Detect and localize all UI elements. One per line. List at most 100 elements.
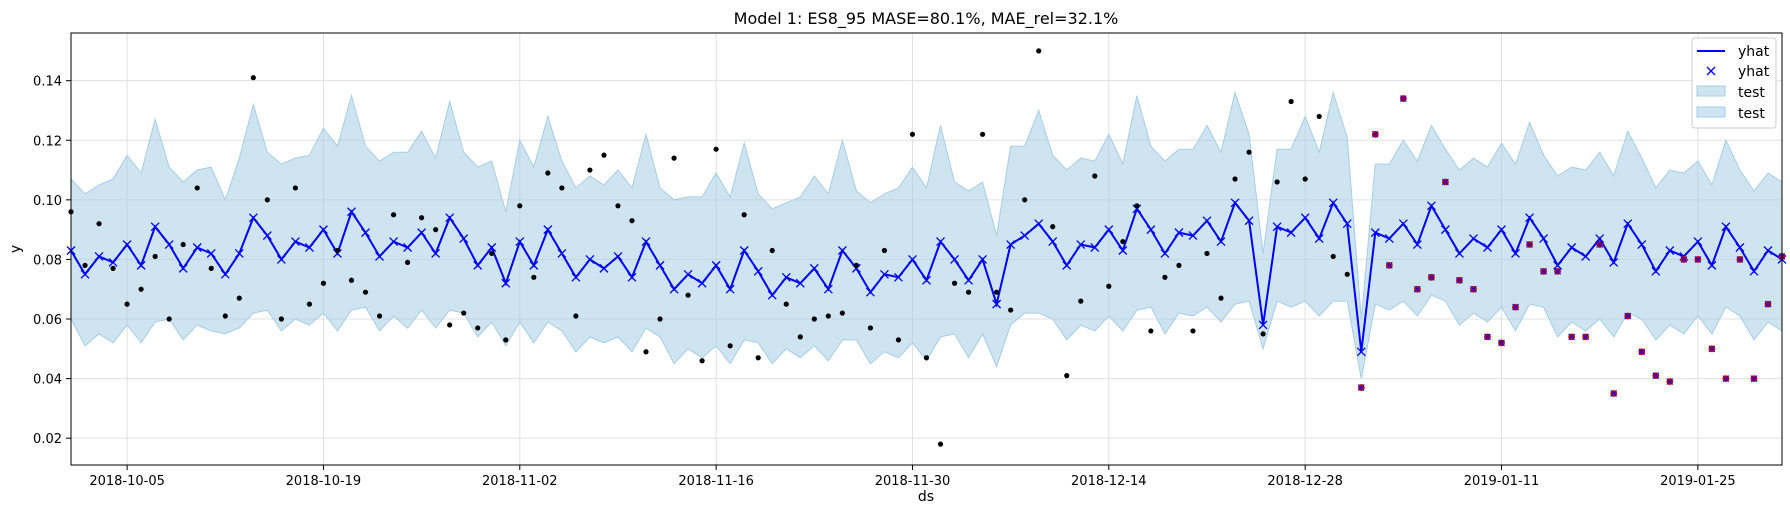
yhat-marker [599,263,609,273]
yhat-marker [445,213,455,223]
test-point [1582,333,1590,341]
legend-x-swatch [1706,66,1716,76]
yhat-marker [950,254,960,264]
yhat-marker [1637,240,1647,249]
yhat-marker [1132,204,1142,214]
yhat-marker [1693,237,1703,247]
y-tick-label: 0.14 [33,75,62,90]
train-point [994,289,1000,295]
yhat-marker [893,272,903,282]
train-point [222,313,228,319]
yhat-marker [1525,213,1535,223]
yhat-marker [1426,201,1436,211]
yhat-marker [276,254,286,264]
y-tick-label: 0.10 [33,194,62,209]
yhat-marker [1440,225,1450,235]
yhat-marker [80,269,90,279]
yhat-marker [1300,213,1310,223]
y-tick-label: 0.06 [33,313,62,328]
yhat-marker [557,249,567,258]
train-point [1204,250,1210,257]
chart-title: Model 1: ES8_95 MASE=80.1%, MAE_rel=32.1… [734,9,1119,29]
train-point [1148,328,1154,334]
legend-band-swatch-1 [1696,85,1726,97]
yhat-marker [1412,240,1422,249]
yhat-marker [1188,231,1198,241]
train-point [1022,197,1028,203]
train-point [797,334,803,340]
yhat-marker [1258,320,1268,330]
yhat-marker [1328,198,1338,208]
train-point [545,170,551,176]
test-point [1484,333,1491,341]
train-point [264,197,270,203]
yhat-marker [739,246,749,255]
test-point [1442,178,1449,186]
train-point [1134,203,1140,209]
yhat-marker [992,299,1002,309]
train-point [250,75,256,81]
yhat-marker [669,284,679,294]
axes-frame [70,32,1783,466]
yhat-marker [1483,243,1492,252]
test-point [1371,130,1379,138]
test-point [1666,378,1674,385]
train-point [334,247,341,254]
yhat-marker [711,260,721,270]
train-point [1078,298,1084,304]
train-point [419,215,425,221]
legend-label-yhat-line: yhat [1738,44,1770,60]
train-point [166,316,172,322]
legend-label-test-2: test [1738,106,1765,122]
yhat-marker [403,243,413,252]
yhat-marker [94,251,104,261]
yhat-marker [543,225,553,235]
x-tick-label: 2018-11-30 [875,474,951,489]
train-point [503,337,509,343]
yhat-marker [1749,266,1759,276]
train-point [96,221,102,227]
yhat-marker [1454,249,1464,258]
train-point [685,292,691,298]
train-point [362,289,369,295]
train-point [124,301,130,307]
yhat-marker [1146,225,1156,235]
yhat-marker [1539,234,1549,244]
train-point [278,316,284,322]
train-point [390,212,397,218]
x-tick-label: 2018-11-16 [678,474,754,489]
train-point [559,185,565,191]
yhat-marker [1567,243,1577,252]
yhat-marker [879,269,889,279]
yhat-marker [1356,347,1366,357]
legend-label-test-1: test [1738,85,1765,101]
yhat-marker [571,272,581,282]
train-point [657,316,663,322]
yhat-marker [978,254,988,264]
yhat-marker [1006,240,1016,249]
train-point [1218,295,1224,301]
yhat-marker [1174,228,1184,238]
train-point [292,185,298,191]
yhat-marker [1048,237,1058,247]
yhat-marker [1707,260,1717,270]
train-point [895,337,902,343]
yhat-marker [473,260,483,270]
train-point [82,262,88,268]
train-point [1106,283,1112,289]
yhat-marker [1076,240,1086,249]
yhat-marker [262,231,272,241]
train-point [853,262,859,268]
train-point [489,250,495,257]
yhat-marker [1342,219,1352,229]
yhat-marker [613,251,623,261]
test-point [1456,276,1463,284]
yhat-marker [1020,231,1030,241]
yhat-marker [908,254,917,264]
x-axis-ticks: 2018-10-05 2018-10-19 2018-11-02 2018-11-16… [89,465,1736,489]
train-point [811,316,817,322]
yhat-marker [1721,222,1731,232]
yhat-marker [1398,219,1408,229]
yhat-marker [164,240,174,249]
x-tick-label: 2018-10-05 [89,474,165,489]
